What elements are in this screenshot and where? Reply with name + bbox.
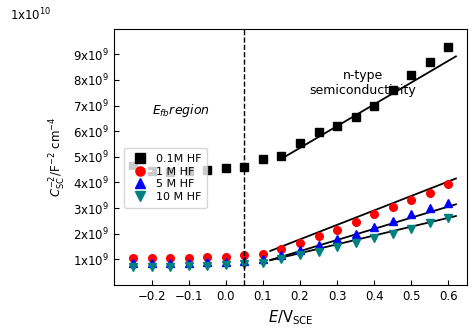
- 10 M HF: [149, 265, 155, 269]
- 1 M HF: [167, 256, 173, 260]
- 5 M HF: [279, 254, 284, 258]
- 0.1M HF: [372, 104, 377, 108]
- 1 M HF: [372, 212, 377, 216]
- 1 M HF: [353, 220, 358, 224]
- 0.1M HF: [241, 165, 247, 169]
- 5 M HF: [204, 261, 210, 265]
- 1 M HF: [130, 256, 136, 260]
- 1 M HF: [390, 205, 396, 209]
- 5 M HF: [372, 225, 377, 229]
- 10 M HF: [427, 221, 433, 225]
- Line: 10 M HF: 10 M HF: [129, 214, 452, 271]
- 5 M HF: [223, 260, 228, 264]
- 0.1M HF: [353, 115, 358, 119]
- Text: 1x10$^{10}$: 1x10$^{10}$: [9, 7, 51, 24]
- 5 M HF: [409, 212, 414, 216]
- Y-axis label: $C_{\mathrm{SC}}^{-2}$/F$^{-2}$ cm$^{-4}$: $C_{\mathrm{SC}}^{-2}$/F$^{-2}$ cm$^{-4}…: [48, 117, 68, 197]
- 1 M HF: [186, 256, 191, 260]
- 10 M HF: [223, 263, 228, 267]
- 1 M HF: [427, 191, 433, 195]
- Line: 1 M HF: 1 M HF: [129, 180, 452, 262]
- 5 M HF: [316, 243, 321, 247]
- Line: 5 M HF: 5 M HF: [129, 199, 452, 267]
- 10 M HF: [409, 226, 414, 230]
- 10 M HF: [297, 254, 303, 258]
- 10 M HF: [390, 232, 396, 236]
- 5 M HF: [427, 206, 433, 210]
- 1 M HF: [279, 247, 284, 251]
- 1 M HF: [446, 182, 451, 186]
- 0.1M HF: [204, 168, 210, 172]
- 0.1M HF: [316, 131, 321, 135]
- Text: $E_{fb}$region: $E_{fb}$region: [152, 102, 210, 119]
- 0.1M HF: [149, 169, 155, 173]
- 10 M HF: [334, 244, 340, 248]
- 0.1M HF: [427, 60, 433, 64]
- 1 M HF: [316, 234, 321, 238]
- 0.1M HF: [409, 73, 414, 77]
- 10 M HF: [279, 257, 284, 261]
- 10 M HF: [167, 265, 173, 269]
- 10 M HF: [130, 265, 136, 269]
- 0.1M HF: [297, 141, 303, 145]
- 5 M HF: [353, 232, 358, 236]
- Legend: 0.1M HF, 1 M HF, 5 M HF, 10 M HF: 0.1M HF, 1 M HF, 5 M HF, 10 M HF: [124, 148, 207, 208]
- 5 M HF: [241, 259, 247, 263]
- 0.1M HF: [223, 166, 228, 170]
- 1 M HF: [409, 198, 414, 202]
- 0.1M HF: [167, 170, 173, 174]
- 0.1M HF: [390, 88, 396, 92]
- Text: n-type
semiconductivity: n-type semiconductivity: [310, 68, 417, 97]
- 5 M HF: [297, 248, 303, 253]
- 10 M HF: [186, 265, 191, 269]
- 1 M HF: [223, 255, 228, 259]
- 5 M HF: [149, 261, 155, 265]
- 10 M HF: [204, 264, 210, 268]
- 5 M HF: [334, 237, 340, 241]
- 0.1M HF: [446, 45, 451, 49]
- 1 M HF: [204, 255, 210, 259]
- 5 M HF: [130, 261, 136, 265]
- 0.1M HF: [279, 154, 284, 158]
- 10 M HF: [260, 261, 266, 265]
- 10 M HF: [353, 241, 358, 245]
- 1 M HF: [260, 252, 266, 256]
- 10 M HF: [316, 249, 321, 254]
- 5 M HF: [186, 261, 191, 265]
- 5 M HF: [260, 257, 266, 261]
- 1 M HF: [149, 256, 155, 260]
- 0.1M HF: [130, 164, 136, 168]
- 0.1M HF: [334, 124, 340, 128]
- 10 M HF: [241, 263, 247, 267]
- 0.1M HF: [260, 157, 266, 161]
- X-axis label: $E$/V$_{\mathrm{SCE}}$: $E$/V$_{\mathrm{SCE}}$: [268, 308, 314, 327]
- 1 M HF: [241, 254, 247, 258]
- 5 M HF: [390, 219, 396, 223]
- Line: 0.1M HF: 0.1M HF: [129, 43, 452, 176]
- 10 M HF: [372, 235, 377, 239]
- 5 M HF: [446, 201, 451, 205]
- 5 M HF: [167, 261, 173, 265]
- 1 M HF: [297, 241, 303, 245]
- 10 M HF: [446, 216, 451, 220]
- 1 M HF: [334, 228, 340, 232]
- 0.1M HF: [186, 169, 191, 173]
